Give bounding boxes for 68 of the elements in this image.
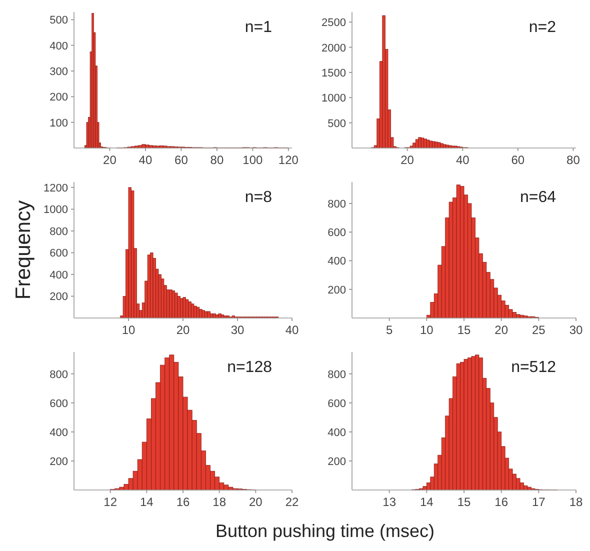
chart-title: n=128 <box>227 359 272 376</box>
x-tick-label: 20 <box>103 153 117 167</box>
x-tick-label: 15 <box>457 495 471 509</box>
chart-title: n=8 <box>244 189 272 206</box>
x-tick-label: 30 <box>569 323 583 337</box>
x-tick-label: 18 <box>569 495 583 509</box>
y-tick-label: 1000 <box>322 92 346 105</box>
chart-title: n=64 <box>520 189 556 206</box>
x-tick-label: 18 <box>212 495 226 509</box>
x-tick-label: 40 <box>285 323 299 337</box>
chart-title: n=1 <box>244 19 272 36</box>
y-tick-label: 1000 <box>44 204 68 216</box>
chart-title: n=2 <box>528 19 556 36</box>
x-tick-label: 16 <box>494 495 508 509</box>
y-tick-label: 300 <box>50 66 68 78</box>
y-tick-label: 400 <box>328 256 346 268</box>
y-tick-label: 1500 <box>322 67 346 80</box>
y-tick-label: 200 <box>50 291 68 304</box>
x-tick-label: 80 <box>566 153 580 167</box>
x-tick-label: 40 <box>138 153 152 167</box>
y-tick-label: 100 <box>50 117 68 130</box>
y-tick-label: 800 <box>328 368 346 381</box>
y-tick-label: 600 <box>50 398 68 410</box>
x-tick-label: 30 <box>230 323 244 337</box>
x-tick-label: 60 <box>174 153 188 167</box>
x-tick-label: 40 <box>456 153 470 167</box>
x-tick-label: 13 <box>382 495 396 509</box>
y-tick-label: 1200 <box>44 182 68 194</box>
x-tick-label: 20 <box>248 495 263 509</box>
chart-title: n=512 <box>511 359 556 376</box>
y-tick-label: 400 <box>50 426 68 439</box>
y-tick-label: 500 <box>328 118 346 130</box>
y-axis-title: Frequency <box>12 200 35 300</box>
y-tick-label: 200 <box>328 284 346 296</box>
x-tick-label: 10 <box>122 323 136 337</box>
y-tick-label: 600 <box>328 227 346 240</box>
x-tick-label: 20 <box>400 153 414 167</box>
y-tick-label: 400 <box>50 40 68 52</box>
x-tick-label: 16 <box>176 495 190 509</box>
x-tick-label: 15 <box>457 323 471 337</box>
x-tick-label: 80 <box>210 153 224 167</box>
y-tick-label: 800 <box>50 368 68 381</box>
x-tick-label: 22 <box>285 495 299 509</box>
y-tick-label: 800 <box>328 198 346 210</box>
x-tick-label: 14 <box>420 495 434 509</box>
y-tick-label: 2500 <box>322 17 346 30</box>
x-axis-title: Button pushing time (msec) <box>215 521 435 541</box>
x-tick-label: 120 <box>278 153 299 167</box>
y-tick-label: 400 <box>50 269 68 282</box>
y-tick-label: 400 <box>328 426 346 439</box>
x-tick-label: 20 <box>494 323 508 337</box>
x-tick-label: 14 <box>140 495 154 509</box>
x-tick-label: 60 <box>511 153 525 167</box>
x-tick-label: 25 <box>532 323 546 337</box>
x-tick-label: 10 <box>420 323 434 337</box>
y-tick-label: 2000 <box>322 42 346 54</box>
x-tick-label: 12 <box>104 495 118 509</box>
y-tick-label: 200 <box>50 456 68 468</box>
x-tick-label: 100 <box>242 153 264 167</box>
y-tick-label: 800 <box>50 226 68 238</box>
x-tick-label: 17 <box>532 495 546 509</box>
y-tick-label: 600 <box>328 398 346 410</box>
y-tick-label: 600 <box>50 248 68 260</box>
x-tick-label: 5 <box>386 323 393 337</box>
y-tick-label: 200 <box>50 92 68 104</box>
x-tick-label: 20 <box>176 323 190 337</box>
y-tick-label: 500 <box>50 14 68 27</box>
y-tick-label: 200 <box>328 456 346 468</box>
